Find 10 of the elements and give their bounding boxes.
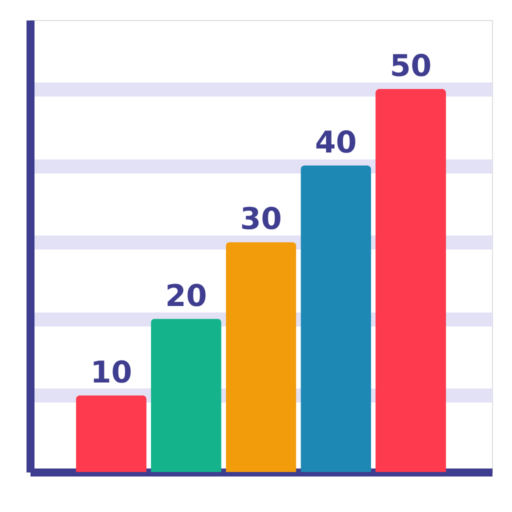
data-label: 50 [390,48,432,84]
bar [76,395,146,472]
bar [150,318,222,472]
data-label: 40 [315,126,357,161]
data-label: 30 [240,202,282,238]
data-label: 10 [90,355,132,390]
bar [376,88,446,472]
bar [226,242,296,472]
data-label: 20 [165,278,207,314]
bar [300,166,372,472]
